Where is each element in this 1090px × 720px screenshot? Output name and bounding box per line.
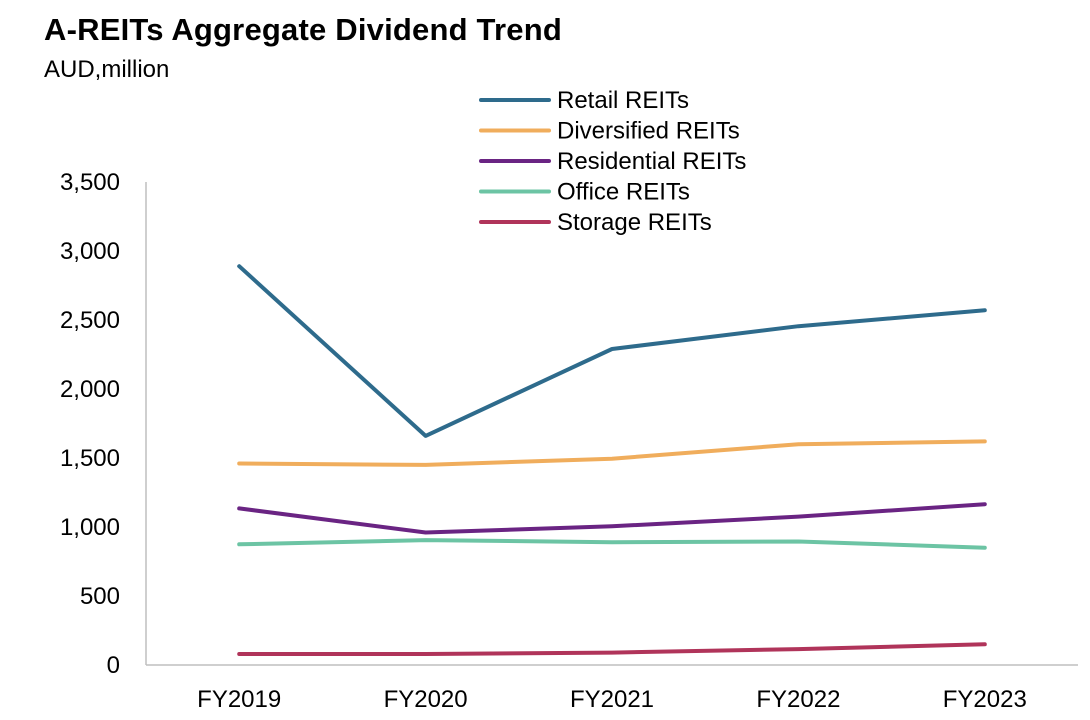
chart-axes: 0 500 1,000 1,500 2,000 2,500 3,000 3,500 FY2019… bbox=[60, 169, 1078, 713]
x-tick-label: FY2021 bbox=[570, 686, 654, 713]
series-line-residential-reits bbox=[237, 502, 987, 535]
series-line-storage-reits bbox=[237, 642, 987, 656]
legend-label-retail-reits: Retail REITs bbox=[557, 87, 689, 114]
y-tick-label: 2,000 bbox=[60, 376, 120, 403]
y-tick-label: 3,500 bbox=[60, 169, 120, 196]
series-layer bbox=[237, 264, 987, 656]
y-tick-label: 1,000 bbox=[60, 514, 120, 541]
chart-subtitle: AUD,million bbox=[44, 56, 170, 83]
x-tick-label: FY2020 bbox=[384, 686, 468, 713]
series-line-retail-reits bbox=[237, 264, 987, 438]
x-tick-label: FY2022 bbox=[756, 686, 840, 713]
series-line-diversified-reits bbox=[237, 439, 987, 467]
legend-label-office-reits: Office REITs bbox=[557, 179, 690, 206]
y-tick-label: 500 bbox=[80, 583, 120, 610]
chart-legend: Retail REITs Diversified REITs Residential… bbox=[479, 87, 746, 236]
legend-label-storage-reits: Storage REITs bbox=[557, 209, 712, 236]
x-tick-label: FY2019 bbox=[197, 686, 281, 713]
legend-label-residential-reits: Residential REITs bbox=[557, 148, 746, 175]
y-tick-label: 2,500 bbox=[60, 307, 120, 334]
legend-label-diversified-reits: Diversified REITs bbox=[557, 118, 740, 145]
y-tick-label: 1,500 bbox=[60, 445, 120, 472]
y-tick-label: 3,000 bbox=[60, 238, 120, 265]
x-tick-label: FY2023 bbox=[943, 686, 1027, 713]
chart-title: A-REITs Aggregate Dividend Trend bbox=[44, 12, 562, 47]
y-tick-label: 0 bbox=[107, 652, 120, 679]
series-line-office-reits bbox=[237, 538, 987, 550]
